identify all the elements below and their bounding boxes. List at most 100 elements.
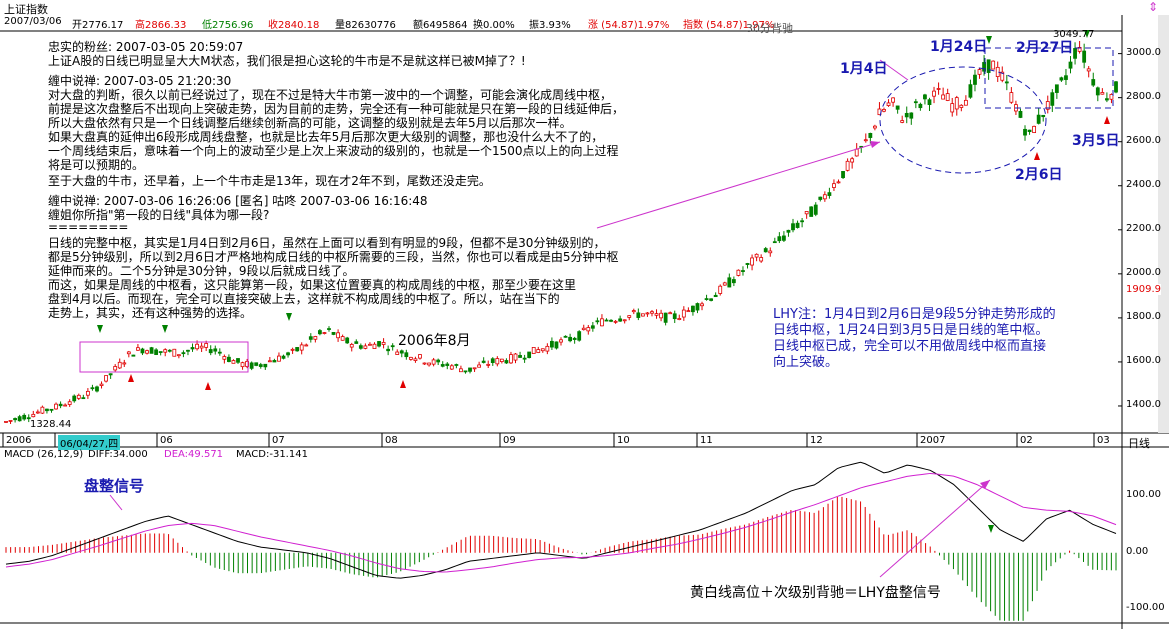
macd-tick-label: 100.00 [1126,489,1161,501]
candle-body [176,354,181,357]
comment-line: 前提是这次盘整后不出现向上突破走势，因为目前的走势，完全还有一种可能就是只在第一… [48,102,625,116]
candle-body [459,368,463,373]
price-tick-label: 2400.0 [1126,178,1161,190]
macd-value: MACD:-31.141 [236,449,308,460]
candle-body [167,349,172,352]
candle-body [763,248,768,253]
candle-body [540,348,545,352]
price-tick-label: 2200.0 [1126,222,1161,234]
comment-line: 如果大盘真的延伸出6段形成周线盘整，也就是比去年5月后那次更大级别的调整，那也没… [48,130,604,144]
comment-line: 盘到4月以后。而现在，完全可以直接突破上去，这样就不构成周线的中枢了。所以，站在… [48,292,560,306]
candle-body [604,319,609,322]
candle-body [1077,46,1082,52]
candle-body [595,320,600,323]
candle-body [545,345,550,352]
candle-body [422,362,427,365]
candle-body [982,62,986,72]
quote-high: 高2866.33 [135,20,187,31]
candle-body [486,363,491,366]
candle-body [1059,77,1064,81]
comment-line: 都是5分钟级别，所以到2月6日才严格地构成日线的中枢所需要的三段，当然，你也可以… [48,250,619,264]
candle-body [1000,71,1005,81]
candle-body [472,367,477,370]
candle-body [1114,81,1118,93]
candle-body [1036,114,1041,124]
candle-body [8,420,13,422]
candle-body [791,223,795,231]
candle-body [495,358,500,365]
candle-body [90,387,95,390]
candle-body [236,358,240,363]
candle-body [750,257,754,266]
candle-body [281,355,286,359]
candle-body [1068,61,1073,69]
candle-body [1018,110,1023,118]
candle-body [418,354,422,359]
lhy-note-line: 日线中枢已成，完全可以不用做周线中枢而直接 [773,339,1047,354]
candle-body [754,253,759,258]
candle-body [231,360,236,364]
candle-body [404,352,409,358]
x-tick-label: 06/04/27,四 [58,435,121,450]
candle-body [695,303,700,311]
candle-body [295,347,300,352]
candle-body [336,332,340,339]
x-tick-label: 12 [810,435,823,446]
x-tick-label: 07 [272,435,285,446]
candle-body [704,298,709,300]
feb6-label: 2月6日 [1015,167,1063,183]
candle-body [163,349,168,353]
candle-body [313,336,318,340]
candle-body [308,336,313,340]
candle-body [340,336,345,341]
candle-body [136,347,140,351]
x-tick-label: 03 [1097,435,1110,446]
candle-body [622,319,627,322]
pivot-ellipse [879,66,1047,174]
chevron-up-icon[interactable]: ⇕ [1148,0,1159,14]
candle-body [190,347,195,350]
candle-body [81,397,86,400]
x-tick-label: 06 [160,435,173,446]
quote-index: 指数 (54.87)1.97% [683,20,775,31]
candle-body [640,313,645,317]
candle-body [468,367,472,372]
red-up-arrows [128,116,1110,390]
aug2006-label: 2006年8月 [398,333,471,349]
period-label[interactable]: 日线 [1128,437,1150,450]
candle-body [677,318,682,320]
candle-body [650,311,654,314]
candle-body [304,344,309,347]
candle-body [40,406,45,414]
candle-body [977,69,982,75]
candle-body [104,375,108,382]
candle-body [349,344,354,348]
macd-histogram [5,496,1117,621]
candle-body [54,403,58,410]
candle-body [854,148,859,157]
candle-body [536,349,541,353]
scrollbar[interactable] [1158,15,1169,433]
candle-body [186,349,190,352]
lhy-note-line: LHY注：1月4日到2月6日是9段5分钟走势形成的 [773,307,1056,322]
candle-body [390,345,395,348]
candle-body [199,345,204,349]
candle-body [299,344,304,351]
comment-line: 将是可以预期的。 [48,158,145,172]
candle-body [1027,129,1032,132]
candle-body [445,363,450,366]
comment-line: 忠实的粉丝: 2007-03-05 20:59:07 [48,40,244,54]
candle-body [345,337,350,344]
x-tick-label: 10 [617,435,630,446]
candle-body [1004,81,1009,84]
candle-body [499,358,504,362]
comment-line: 缠中说禅: 2007-03-05 21:20:30 [48,74,232,88]
candle-body [782,235,786,241]
window-title-bar: 上证指数 ⇕ [0,0,1169,16]
candle-body [631,310,636,313]
candle-body [795,222,800,228]
candle-body [722,282,727,286]
candle-body [659,312,663,319]
candle-body [932,90,936,97]
comment-line: 走势上，其实，还有这种强势的选择。 [48,306,253,320]
